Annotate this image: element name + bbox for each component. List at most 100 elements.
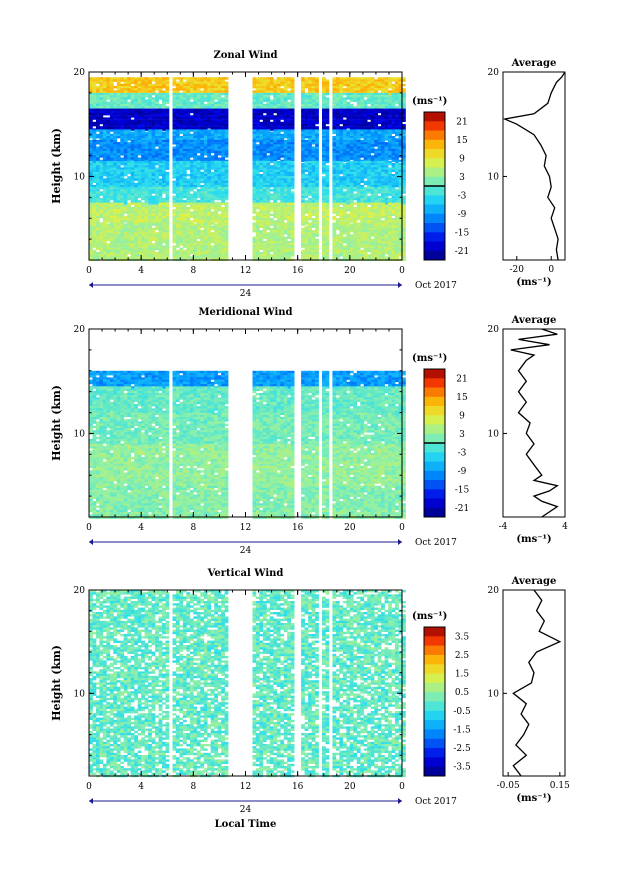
heatmap-cell: [377, 180, 382, 183]
heatmap-cell: [89, 186, 93, 190]
heatmap-cell: [109, 83, 114, 87]
heatmap-cell: [141, 88, 145, 91]
heatmap-cell: [144, 131, 149, 134]
heatmap-cell: [311, 193, 316, 196]
heatmap-cell: [179, 186, 184, 190]
heatmap-cell: [391, 110, 396, 114]
heatmap-cell: [96, 167, 100, 170]
heatmap-cell: [151, 155, 156, 158]
heatmap-cell: [196, 115, 201, 118]
heatmap-cell: [370, 207, 375, 210]
heatmap-cell: [283, 209, 288, 212]
heatmap-cell: [210, 126, 215, 129]
heatmap-cell: [283, 191, 288, 194]
heatmap-cell: [384, 197, 389, 201]
heatmap-cell: [384, 144, 389, 147]
heatmap-cell: [388, 150, 392, 154]
heatmap-cell: [113, 165, 118, 168]
heatmap-cell: [200, 131, 205, 134]
heatmap-cell: [123, 92, 128, 96]
heatmap-cell: [377, 148, 382, 152]
heatmap-cell: [346, 101, 351, 105]
heatmap-cell: [207, 186, 211, 190]
heatmap-cell: [332, 86, 337, 89]
heatmap-cell: [182, 163, 187, 166]
heatmap-cell: [255, 182, 260, 186]
heatmap-cell: [363, 86, 368, 89]
heatmap-cell: [388, 81, 392, 84]
heatmap-cell: [224, 90, 229, 93]
heatmap-cell: [207, 90, 211, 93]
heatmap-cell: [290, 195, 295, 199]
heatmap-cell: [402, 209, 406, 212]
heatmap-cell: [353, 148, 358, 152]
heatmap-cell: [283, 86, 288, 89]
heatmap-cell: [255, 126, 260, 129]
heatmap-cell: [367, 169, 371, 172]
heatmap-cell: [165, 92, 170, 96]
heatmap-cell: [130, 182, 135, 186]
heatmap-cell: [332, 176, 337, 179]
heatmap-cell: [308, 207, 312, 210]
heatmap-cell: [332, 121, 337, 125]
heatmap-cell: [391, 86, 396, 89]
heatmap-cell: [155, 155, 159, 158]
heatmap-cell: [210, 163, 215, 166]
heatmap-cell: [120, 136, 125, 139]
heatmap-cell: [287, 163, 291, 166]
heatmap-cell: [224, 119, 229, 122]
heatmap-cell: [158, 126, 163, 129]
heatmap-cell: [322, 185, 326, 188]
heatmap-cell: [252, 169, 257, 172]
heatmap-cell: [96, 115, 100, 118]
heatmap-cell: [151, 110, 156, 114]
heatmap-cell: [137, 126, 142, 129]
heatmap-cell: [287, 106, 291, 109]
heatmap-cell: [109, 174, 114, 177]
heatmap-cell: [200, 167, 205, 170]
heatmap-cell: [196, 88, 201, 91]
heatmap-cell: [189, 171, 194, 175]
heatmap-cell: [162, 136, 166, 139]
heatmap-cell: [127, 148, 132, 152]
heatmap-cell: [196, 121, 201, 125]
heatmap-cell: [92, 191, 97, 194]
heatmap-cell: [377, 138, 382, 141]
heatmap-cell: [179, 174, 184, 177]
heatmap-cell: [113, 139, 118, 143]
heatmap-cell: [311, 126, 316, 129]
heatmap-cell: [96, 150, 100, 154]
heatmap-cell: [196, 144, 201, 147]
heatmap-cell: [158, 169, 163, 172]
heatmap-cell: [196, 77, 201, 80]
heatmap-cell: [332, 119, 337, 122]
heatmap-cell: [339, 83, 344, 87]
heatmap-cell: [266, 79, 271, 82]
heatmap-cell: [102, 79, 107, 82]
heatmap-cell: [172, 136, 177, 139]
heatmap-cell: [158, 90, 163, 93]
heatmap-cell: [172, 139, 177, 143]
heatmap-cell: [123, 195, 128, 199]
heatmap-cell: [210, 119, 215, 122]
heatmap-cell: [402, 108, 406, 111]
heatmap-cell: [96, 171, 100, 175]
heatmap-cell: [172, 174, 177, 177]
heatmap-cell: [130, 207, 135, 210]
heatmap-cell: [144, 81, 149, 84]
heatmap-cell: [273, 204, 278, 208]
heatmap-cell: [96, 126, 100, 129]
heatmap-cell: [259, 139, 264, 143]
heatmap-cell: [158, 178, 163, 181]
heatmap-cell: [158, 139, 163, 143]
heatmap-cell: [304, 185, 309, 188]
heatmap-cell: [130, 209, 135, 212]
heatmap-cell: [96, 207, 100, 210]
heatmap-cell: [398, 121, 403, 125]
heatmap-cell: [367, 81, 371, 84]
heatmap-cell: [106, 136, 111, 139]
heatmap-cell: [224, 189, 229, 192]
heatmap-cell: [363, 113, 368, 116]
heatmap-cell: [193, 195, 198, 199]
heatmap-cell: [89, 209, 93, 212]
